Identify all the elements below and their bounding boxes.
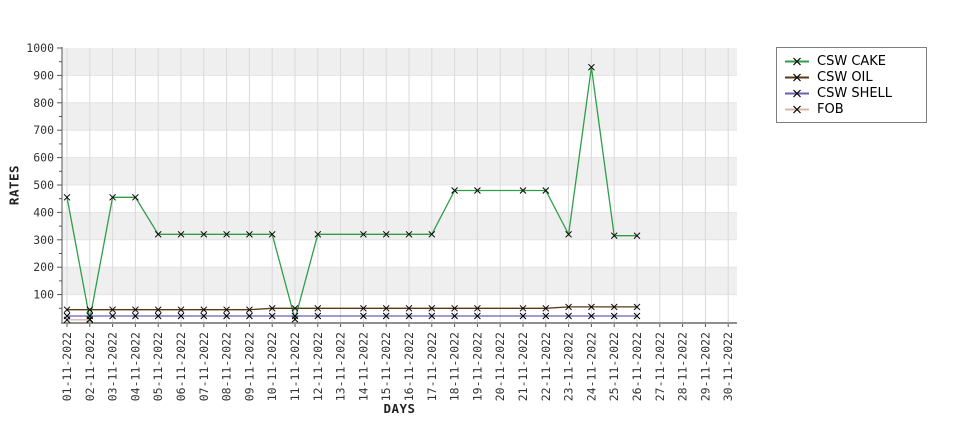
x-tick-label: 10-11-2022	[265, 332, 279, 401]
x-tick-label: 26-11-2022	[630, 332, 644, 401]
x-tick-label: 24-11-2022	[584, 332, 598, 401]
x-tick-label: 17-11-2022	[425, 332, 439, 401]
legend-item-csw-shell: CSW SHELL	[784, 85, 916, 101]
x-tick-label: 11-11-2022	[288, 332, 302, 401]
x-tick-label: 20-11-2022	[493, 332, 507, 401]
legend-line-marker-icon	[785, 73, 809, 81]
legend-label: CSW OIL	[817, 69, 873, 85]
vertical-gridlines	[66, 48, 729, 322]
y-tick-label: 600	[33, 151, 54, 165]
y-axis-ticks: 100 200 300 400 500 600 700 800 900 1000	[26, 41, 62, 309]
x-tick-label: 22-11-2022	[539, 332, 553, 401]
series-line-csw-oil	[67, 306, 637, 311]
series-markers-csw-oil	[63, 303, 641, 314]
legend-item-fob: FOB	[784, 101, 916, 117]
series-csw-cake	[63, 63, 641, 323]
x-tick-label: 30-11-2022	[721, 332, 735, 401]
x-tick-label: 05-11-2022	[151, 332, 165, 401]
x-tick-label: 29-11-2022	[698, 332, 712, 401]
x-tick-label: 01-11-2022	[60, 332, 74, 401]
x-tick-label: 13-11-2022	[334, 332, 348, 401]
plot-bands	[62, 48, 737, 322]
x-tick-label: 02-11-2022	[83, 332, 97, 401]
x-tick-label: 25-11-2022	[607, 332, 621, 401]
y-tick-label: 500	[33, 178, 54, 192]
legend-line-marker-icon	[785, 105, 809, 113]
series-fob	[63, 316, 94, 324]
x-tick-label: 06-11-2022	[174, 332, 188, 401]
y-tick-label: 400	[33, 205, 54, 219]
series-markers-fob	[63, 316, 94, 324]
x-tick-label: 28-11-2022	[676, 332, 690, 401]
y-axis-title: RATES	[6, 164, 22, 206]
y-tick-label: 100	[33, 288, 54, 302]
x-tick-label: 15-11-2022	[379, 332, 393, 401]
y-tick-label: 700	[33, 123, 54, 137]
y-tick-label: 200	[33, 260, 54, 274]
legend-label: FOB	[817, 101, 844, 117]
x-tick-label: 27-11-2022	[653, 332, 667, 401]
y-tick-label: 900	[33, 68, 54, 82]
y-tick-label: 300	[33, 233, 54, 247]
y-tick-label: 1000	[26, 41, 54, 55]
x-axis-ticks: 01-11-2022 02-11-2022 03-11-2022 04-11-2022…	[60, 324, 735, 401]
legend-item-csw-cake: CSW CAKE	[784, 53, 916, 69]
x-tick-label: 19-11-2022	[470, 332, 484, 401]
y-tick-label: 800	[33, 96, 54, 110]
x-tick-label: 03-11-2022	[106, 332, 120, 401]
legend: CSW CAKE CSW OIL CSW SHELL FOB	[776, 47, 927, 123]
x-tick-label: 08-11-2022	[220, 332, 234, 401]
x-tick-label: 21-11-2022	[516, 332, 530, 401]
x-tick-label: 14-11-2022	[356, 332, 370, 401]
series-line-csw-cake	[66, 67, 637, 322]
legend-label: CSW CAKE	[817, 53, 887, 69]
x-tick-label: 18-11-2022	[448, 332, 462, 401]
legend-line-marker-icon	[785, 57, 809, 65]
legend-label: CSW SHELL	[817, 85, 893, 101]
legend-item-csw-oil: CSW OIL	[784, 69, 916, 85]
x-tick-label: 16-11-2022	[402, 332, 416, 401]
horizontal-gridlines	[62, 74, 737, 296]
legend-line-marker-icon	[785, 89, 809, 97]
x-tick-label: 07-11-2022	[197, 332, 211, 401]
x-tick-label: 12-11-2022	[311, 332, 325, 401]
series-csw-shell	[63, 312, 641, 320]
series-markers-csw-cake	[63, 63, 641, 323]
x-tick-label: 23-11-2022	[562, 332, 576, 401]
x-tick-label: 04-11-2022	[128, 332, 142, 401]
series-csw-oil	[63, 303, 641, 314]
x-tick-label: 09-11-2022	[242, 332, 256, 401]
x-axis-title: DAYS	[383, 401, 416, 416]
